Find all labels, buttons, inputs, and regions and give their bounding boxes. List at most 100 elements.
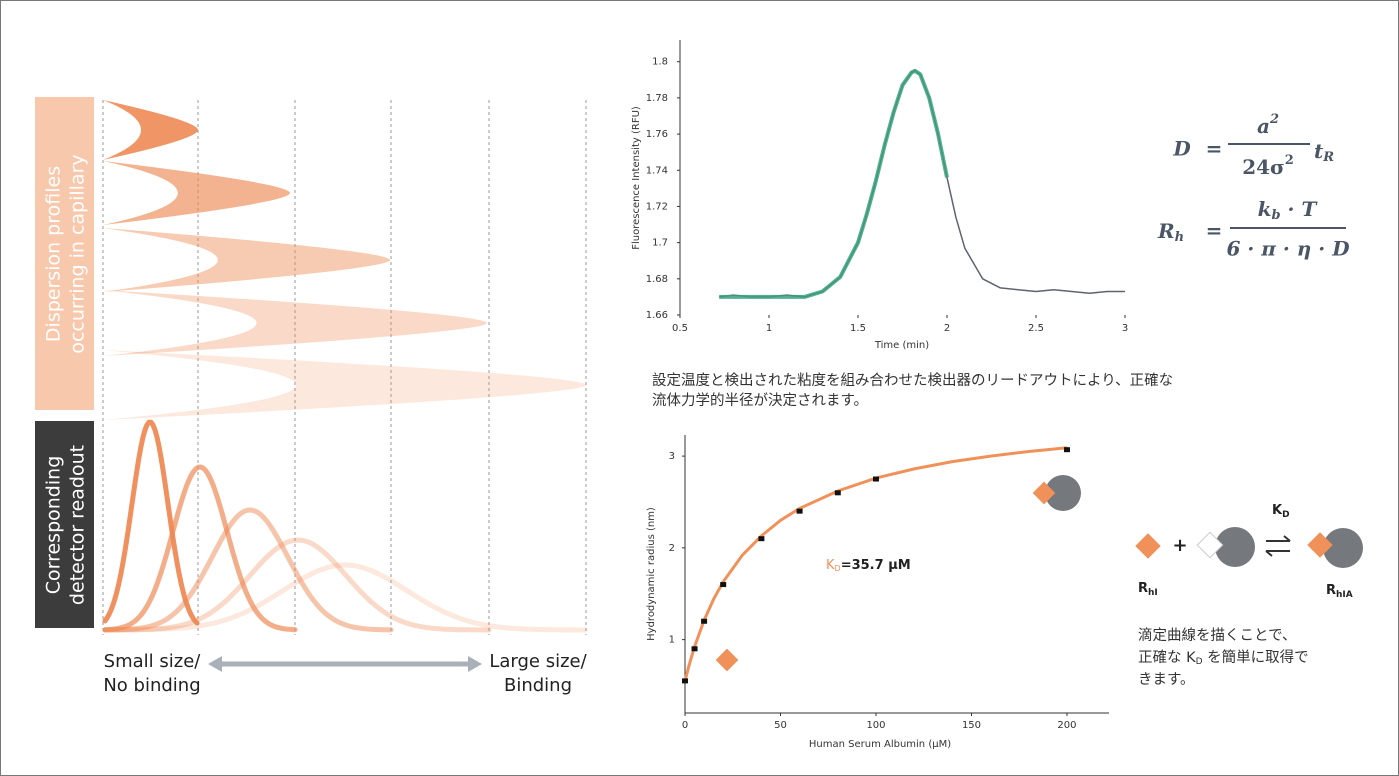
readout-peak — [102, 537, 492, 633]
eq-denominator: 6 · π · η · D — [1226, 237, 1350, 261]
caption-part: K — [1186, 650, 1196, 666]
side-label: occurring in capillary — [67, 154, 89, 353]
x-tick-label: 2.5 — [1028, 323, 1044, 334]
r: R — [1138, 581, 1148, 596]
annotation-sub: D — [835, 564, 841, 573]
y-tick-label: 1.7 — [652, 238, 668, 249]
binding-diagram: + KD RhI RhIA — [1135, 503, 1363, 600]
eq-part: a — [1257, 114, 1270, 138]
y-tick-label: 1.66 — [646, 310, 668, 321]
y-axis-title: Fluorescence Intensity (RFU) — [631, 106, 642, 250]
r-sub: hIA — [1336, 590, 1353, 600]
fit-curve — [683, 446, 1068, 682]
x-tick-label: 200 — [1057, 720, 1076, 731]
data-point — [872, 476, 879, 482]
eq-symbol: Rh — [1157, 219, 1184, 245]
ligand-icon — [715, 648, 739, 672]
x-tick-label: 100 — [866, 720, 885, 731]
y-tick-label: 1.8 — [652, 57, 668, 68]
dispersion-box — [35, 97, 94, 410]
x-tick-label: 2 — [944, 323, 950, 334]
eq-part: k — [1258, 197, 1272, 221]
side-label: Corresponding — [43, 456, 65, 595]
side-label: Dispersion profiles — [43, 166, 65, 342]
complex-icon — [1323, 528, 1363, 568]
eq-numerator: kb · T — [1258, 197, 1319, 223]
data-point — [758, 536, 765, 542]
caption: 滴定曲線を描くことで、 — [1138, 626, 1296, 644]
eq-sub: R — [1322, 150, 1334, 165]
plus: + — [1172, 535, 1187, 556]
r-label: RhI — [1138, 581, 1158, 598]
x-tick-label: 50 — [774, 720, 787, 731]
dispersion-profile — [103, 228, 390, 292]
x-axis-title: Time (min) — [874, 340, 929, 351]
data-line — [719, 68, 949, 299]
equilibrium-arrows — [1265, 535, 1291, 557]
equations: D = a2 24σ2 tR Rh = kb · T 6 · π · η · D — [1157, 112, 1350, 261]
data-point — [701, 618, 708, 624]
eq-part: R — [1157, 219, 1175, 243]
annotation: KD=35.7 µM — [826, 558, 911, 573]
chart-icons — [715, 475, 1081, 672]
dispersion-profile — [103, 100, 198, 160]
readout-box — [35, 421, 94, 628]
y-tick-label: 1.68 — [646, 274, 668, 285]
side-label: detector readout — [67, 445, 89, 605]
r-sub: hI — [1148, 588, 1158, 598]
y-tick-label: 1.78 — [646, 93, 668, 104]
eq-numerator: a2 — [1257, 112, 1279, 138]
x-tick-label: 1.5 — [850, 323, 866, 334]
ligand-icon — [1032, 481, 1056, 505]
size-label: No binding — [103, 675, 200, 696]
eq-denominator: 24σ2 — [1242, 153, 1294, 179]
caption-part: を簡単に取得で — [1203, 649, 1309, 666]
dispersion-profile — [103, 290, 487, 356]
eq-part: · T — [1281, 197, 1319, 221]
y-tick-label: 1.74 — [646, 165, 668, 176]
y-tick-label: 1 — [669, 635, 675, 646]
eq-factor: tR — [1314, 139, 1334, 165]
kd-sub: D — [1282, 510, 1289, 520]
readout-peak — [102, 419, 200, 626]
caption: きます。 — [1138, 671, 1195, 688]
eq-sub: b — [1271, 208, 1280, 223]
data-point — [691, 646, 698, 652]
x-tick-label: 0.5 — [672, 323, 688, 334]
eq-sup: 2 — [1269, 112, 1279, 127]
left-panel: Dispersion profiles occurring in capilla… — [35, 97, 588, 696]
data-point — [682, 678, 688, 684]
protein-icon — [1215, 527, 1255, 567]
eq-sign: = — [1206, 137, 1223, 161]
size-label: Large size/ — [489, 651, 587, 672]
y-tick-label: 1.72 — [646, 201, 668, 212]
dispersion-profile — [103, 350, 586, 420]
x-tick-label: 1 — [766, 323, 772, 334]
annotation-symbol: K — [826, 558, 835, 573]
eq-symbol: D — [1172, 137, 1191, 161]
data-point — [720, 582, 727, 588]
x-axis-title: Human Serum Albumin (µM) — [809, 739, 951, 750]
dispersion-profile — [103, 161, 290, 225]
readout-peak — [102, 507, 394, 633]
size-label: Binding — [504, 675, 572, 696]
readout-peak — [102, 562, 588, 633]
r-label: RhIA — [1326, 583, 1353, 600]
data-point — [796, 508, 803, 514]
caption: 流体力学的半径が決定されます。 — [652, 392, 868, 409]
x-tick-label: 0 — [682, 720, 688, 731]
eq-part: 24σ — [1242, 155, 1285, 179]
data-point — [834, 490, 841, 496]
caption-sub: D — [1196, 657, 1203, 667]
y-tick-label: 2 — [669, 543, 675, 554]
caption-part: 正確な — [1138, 649, 1186, 666]
r: R — [1326, 583, 1336, 598]
eq-sign: = — [1206, 219, 1223, 243]
caption: 正確な KD を簡単に取得で — [1138, 649, 1309, 667]
y-tick-label: 1.76 — [646, 129, 668, 140]
kd-label: KD — [1272, 503, 1290, 520]
y-axis-title: Hydrodynamic radius (nm) — [646, 507, 657, 641]
x-tick-label: 3 — [1122, 323, 1128, 334]
